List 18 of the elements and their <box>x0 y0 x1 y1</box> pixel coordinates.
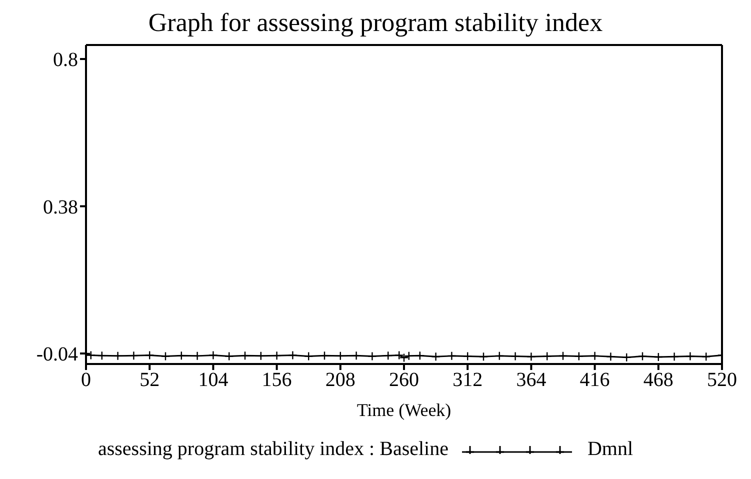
x-tick-label: 260 <box>389 369 419 392</box>
x-tick-label: 52 <box>140 369 160 392</box>
x-tick-label: 520 <box>707 369 737 392</box>
x-tick-label: 208 <box>325 369 356 392</box>
text: Dmnl <box>587 438 634 461</box>
y-tick-label: 0.38 <box>43 196 78 218</box>
legend-label: assessing program stability index : Baseline <box>98 438 448 461</box>
x-tick-label: 364 <box>516 369 546 392</box>
x-tick-label: 104 <box>198 369 228 392</box>
x-axis-title: Time (Week) <box>356 400 452 420</box>
chart-title: Graph for assessing program stability index <box>147 8 604 39</box>
x-tick-label: 416 <box>580 369 610 392</box>
x-tick-label: 468 <box>643 369 674 392</box>
x-tick-label: 0 <box>81 369 91 392</box>
y-tick-label: 0.8 <box>53 49 78 72</box>
x-tick-label: 312 <box>452 369 483 392</box>
y-tick-label: -0.04 <box>36 344 78 366</box>
x-tick-label: 156 <box>262 369 292 392</box>
